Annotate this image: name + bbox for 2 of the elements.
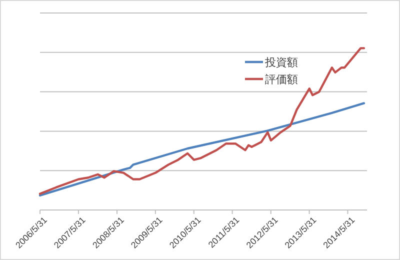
legend-label: 投資額 [264, 56, 298, 69]
legend-label: 評価額 [265, 73, 298, 86]
